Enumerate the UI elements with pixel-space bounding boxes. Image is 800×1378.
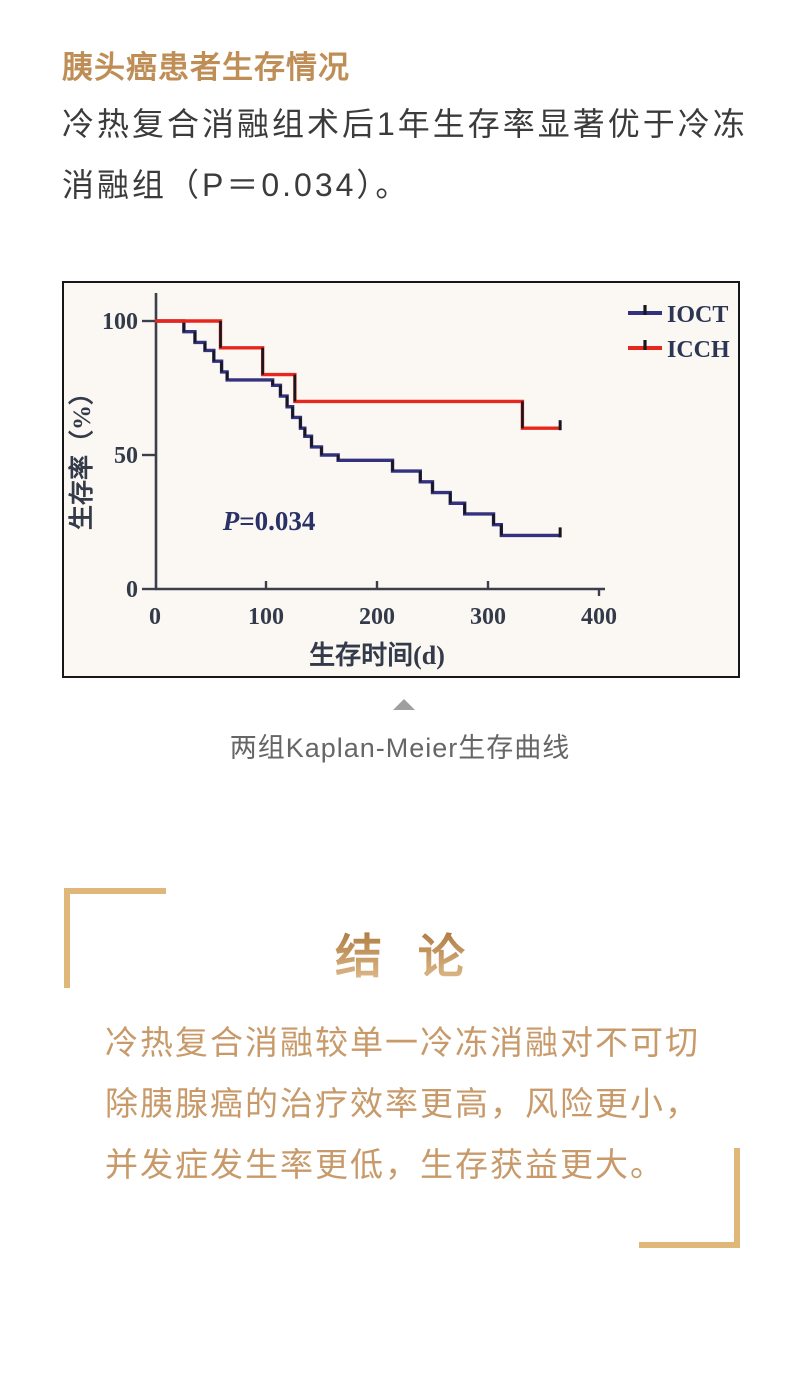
legend-label-IOCT: IOCT: [667, 302, 728, 328]
x-tick-label: 0: [149, 604, 161, 630]
x-axis-title: 生存时间(d): [309, 641, 445, 670]
conclusion-body: 冷热复合消融较单一冷冻消融对不可切 除胰腺癌的治疗效率更高，风险更小， 并发症发…: [105, 1012, 745, 1195]
conclusion-line-2: 除胰腺癌的治疗效率更高，风险更小，: [105, 1085, 700, 1122]
figure-caption: 两组Kaplan-Meier生存曲线: [229, 733, 571, 763]
legend-label-ICCH: ICCH: [667, 337, 730, 363]
series-ICCH: [155, 319, 561, 430]
x-tick-label: 100: [248, 604, 284, 630]
conclusion-line-3: 并发症发生率更低，生存获益更大。: [105, 1146, 665, 1183]
x-tick-label: 400: [581, 604, 617, 630]
y-tick-label: 50: [114, 443, 138, 469]
intro-line-2: 消融组（P＝0.034）。: [62, 167, 411, 203]
p-value-annotation: P=0.034: [222, 506, 316, 536]
km-survival-chart: 0 50 100 0 100 200 300 400 生存时间(d) 生存率（%） P=0.034 I…: [62, 281, 740, 678]
intro-paragraph: 冷热复合消融组术后1年生存率显著优于冷冻 消融组（P＝0.034）。: [62, 94, 752, 216]
x-tick-label: 200: [359, 604, 395, 630]
x-tick-label: 300: [470, 604, 506, 630]
km-survival-chart-svg: 0 50 100 0 100 200 300 400 生存时间(d) 生存率（%） P=0.034 I…: [67, 293, 730, 670]
conclusion-title: 结 论: [0, 918, 800, 987]
series-IOCT-steps: [182, 321, 503, 536]
series-ICCH-steps: [219, 321, 524, 429]
intro-line-1: 冷热复合消融组术后1年生存率显著优于冷冻: [62, 106, 748, 142]
page-title: 胰头癌患者生存情况: [62, 50, 350, 85]
y-axis-title: 生存率（%）: [67, 380, 96, 530]
series-IOCT: [155, 319, 561, 538]
y-tick-label: 0: [126, 577, 138, 603]
caption-arrow-icon: [393, 699, 415, 710]
corner-bracket-bottom-right-icon: [639, 1148, 740, 1248]
conclusion-line-1: 冷热复合消融较单一冷冻消融对不可切: [105, 1024, 700, 1061]
y-tick-label: 100: [102, 309, 138, 335]
corner-bracket-top-left-icon: [64, 888, 166, 988]
